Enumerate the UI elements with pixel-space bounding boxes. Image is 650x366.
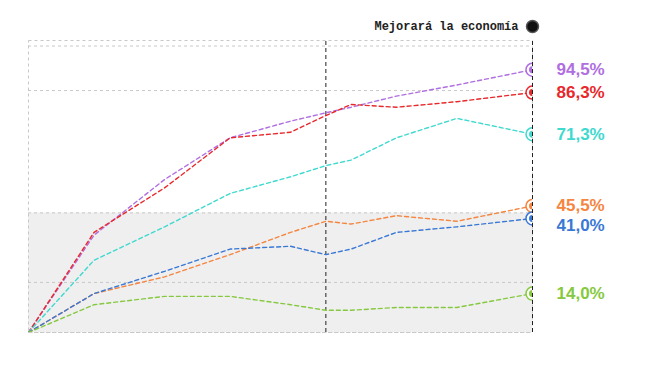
svg-text:94,5%: 94,5% — [557, 60, 605, 79]
svg-text:Mejorará la economía: Mejorará la economía — [374, 20, 518, 34]
svg-text:14,0%: 14,0% — [557, 284, 605, 303]
svg-text:71,3%: 71,3% — [557, 125, 605, 144]
svg-text:41,0%: 41,0% — [557, 216, 605, 235]
svg-text:45,5%: 45,5% — [557, 196, 605, 215]
svg-text:86,3%: 86,3% — [557, 83, 605, 102]
